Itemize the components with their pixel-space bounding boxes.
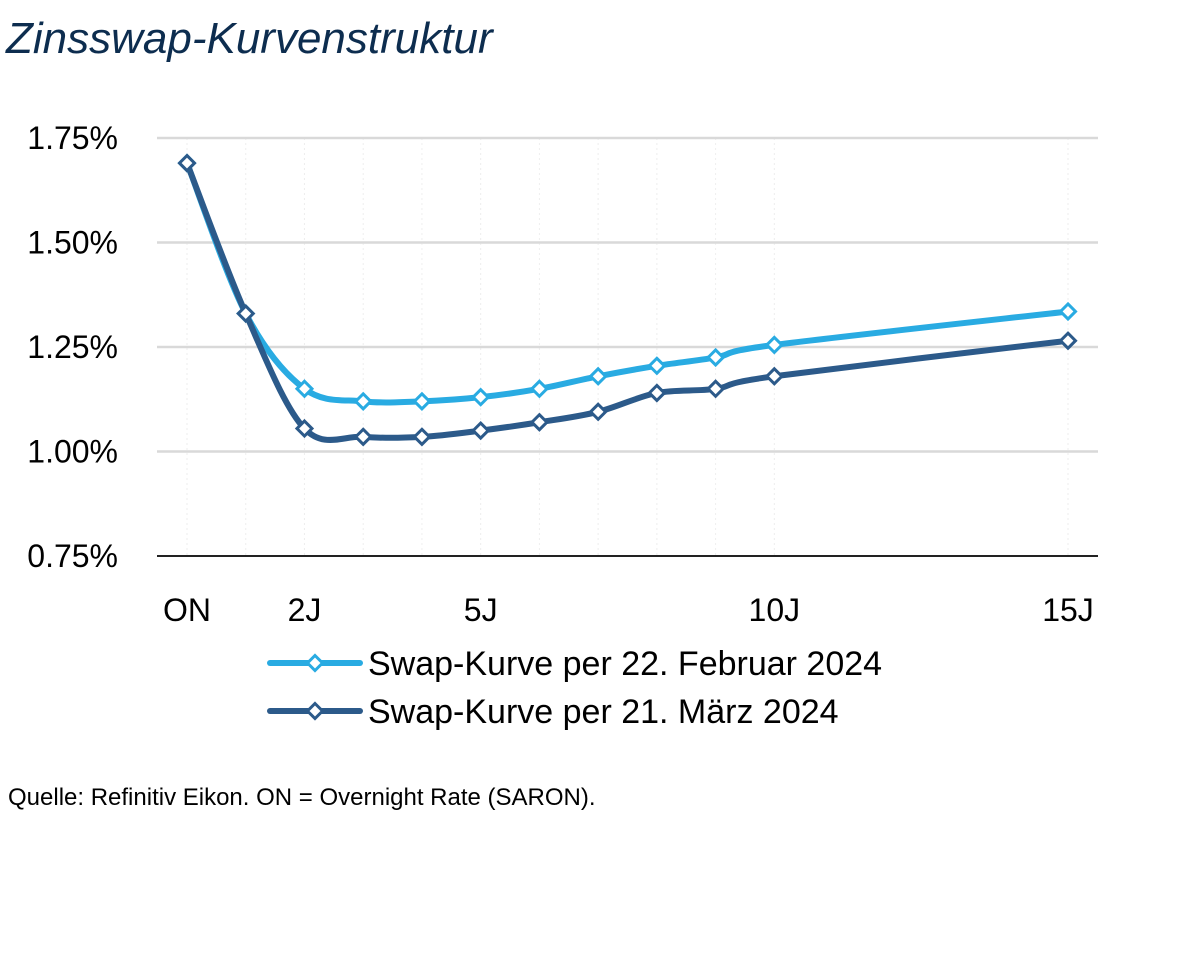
data-point-marker bbox=[529, 412, 550, 432]
data-point-marker bbox=[588, 366, 608, 386]
x-axis-ticks: ON 2J 5J 10J 15J bbox=[163, 592, 1094, 628]
data-point-marker bbox=[705, 379, 726, 399]
data-point-marker bbox=[764, 335, 784, 355]
legend: Swap-Kurve per 22. Februar 2024 Swap-Kurv… bbox=[267, 645, 882, 731]
chart-title: Zinsswap-Kurvenstruktur bbox=[6, 14, 493, 63]
data-point-marker bbox=[1058, 301, 1078, 322]
data-point-marker bbox=[236, 303, 256, 324]
data-point-marker bbox=[412, 427, 432, 447]
x-tick-label: 5J bbox=[464, 592, 498, 628]
data-point-marker bbox=[471, 387, 491, 407]
y-tick-label: 0.75% bbox=[27, 538, 118, 574]
data-point-marker bbox=[294, 418, 315, 439]
horizontal-gridlines bbox=[157, 136, 1098, 453]
series-line-1 bbox=[184, 160, 1071, 406]
x-tick-label: ON bbox=[163, 592, 211, 628]
data-point-marker bbox=[529, 379, 550, 399]
legend-label: Swap-Kurve per 21. März 2024 bbox=[368, 693, 839, 731]
data-point-marker bbox=[353, 427, 373, 447]
data-point-marker bbox=[294, 379, 315, 399]
legend-swatch-marker bbox=[305, 653, 325, 673]
source-note: Quelle: Refinitiv Eikon. ON = Overnight … bbox=[8, 784, 596, 811]
data-point-marker bbox=[353, 391, 373, 411]
data-point-marker bbox=[647, 383, 667, 403]
data-point-marker bbox=[412, 391, 432, 411]
x-tick-label: 10J bbox=[749, 592, 801, 628]
data-point-marker bbox=[177, 153, 197, 173]
data-point-marker bbox=[705, 347, 726, 368]
legend-label: Swap-Kurve per 22. Februar 2024 bbox=[368, 645, 882, 683]
series-line-2 bbox=[184, 160, 1071, 443]
y-tick-label: 1.50% bbox=[27, 225, 118, 261]
data-point-marker bbox=[588, 402, 608, 422]
y-axis-ticks: 0.75% 1.00% 1.25% 1.50% 1.75% bbox=[27, 120, 118, 574]
x-tick-label: 2J bbox=[288, 592, 322, 628]
data-point-marker bbox=[764, 366, 784, 386]
x-tick-label: 15J bbox=[1042, 592, 1094, 628]
series-group bbox=[177, 153, 1078, 447]
y-tick-label: 1.25% bbox=[27, 329, 118, 365]
y-tick-label: 1.00% bbox=[27, 434, 118, 470]
data-point-marker bbox=[471, 420, 491, 441]
data-point-marker bbox=[647, 356, 667, 376]
y-tick-label: 1.75% bbox=[27, 120, 118, 156]
data-point-marker bbox=[1058, 331, 1078, 351]
legend-swatch-marker bbox=[305, 701, 325, 721]
